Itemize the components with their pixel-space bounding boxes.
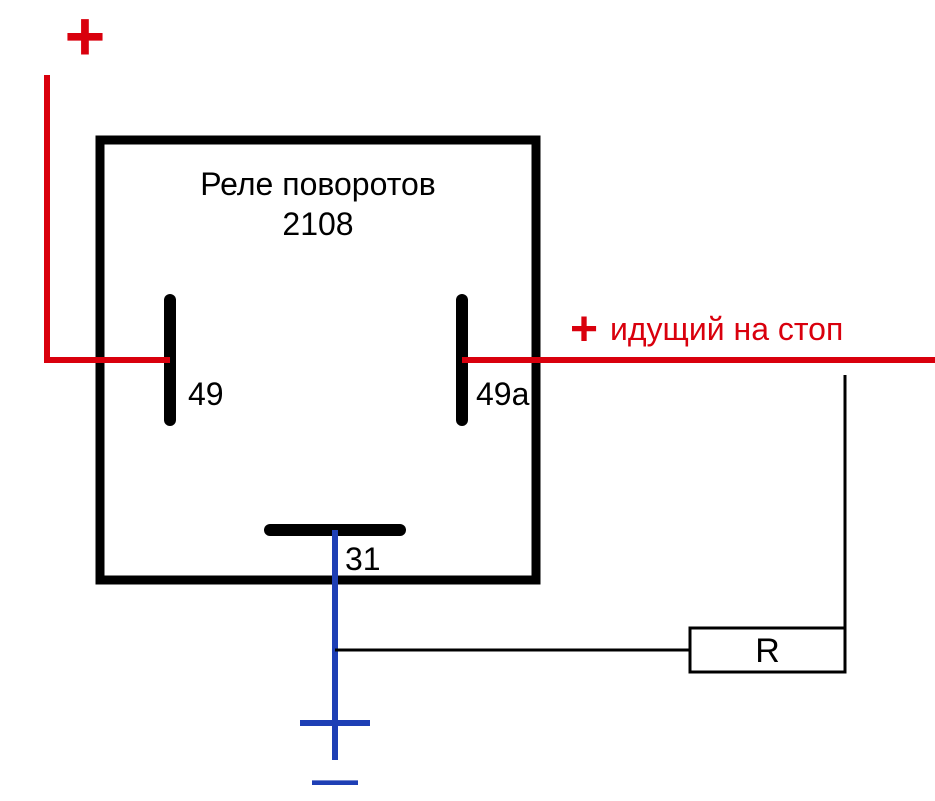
out-plus-symbol: + [570,303,598,356]
out-text: идущий на стоп [610,311,843,347]
resistor-label: R [755,632,780,670]
wire-resistor-branch [335,375,845,650]
wire-positive-in [47,75,170,360]
pin-49a-label: 49a [476,376,530,412]
plus-symbol: + [65,0,106,75]
pin-49-label: 49 [188,376,224,412]
pin-31-label: 31 [345,541,381,577]
minus-symbol: — [312,753,358,801]
relay-title-line2: 2108 [282,206,353,242]
relay-title-line1: Реле поворотов [200,166,436,202]
wiring-diagram: Реле поворотов 2108 49 49a 31 R + + идущ… [0,0,935,801]
